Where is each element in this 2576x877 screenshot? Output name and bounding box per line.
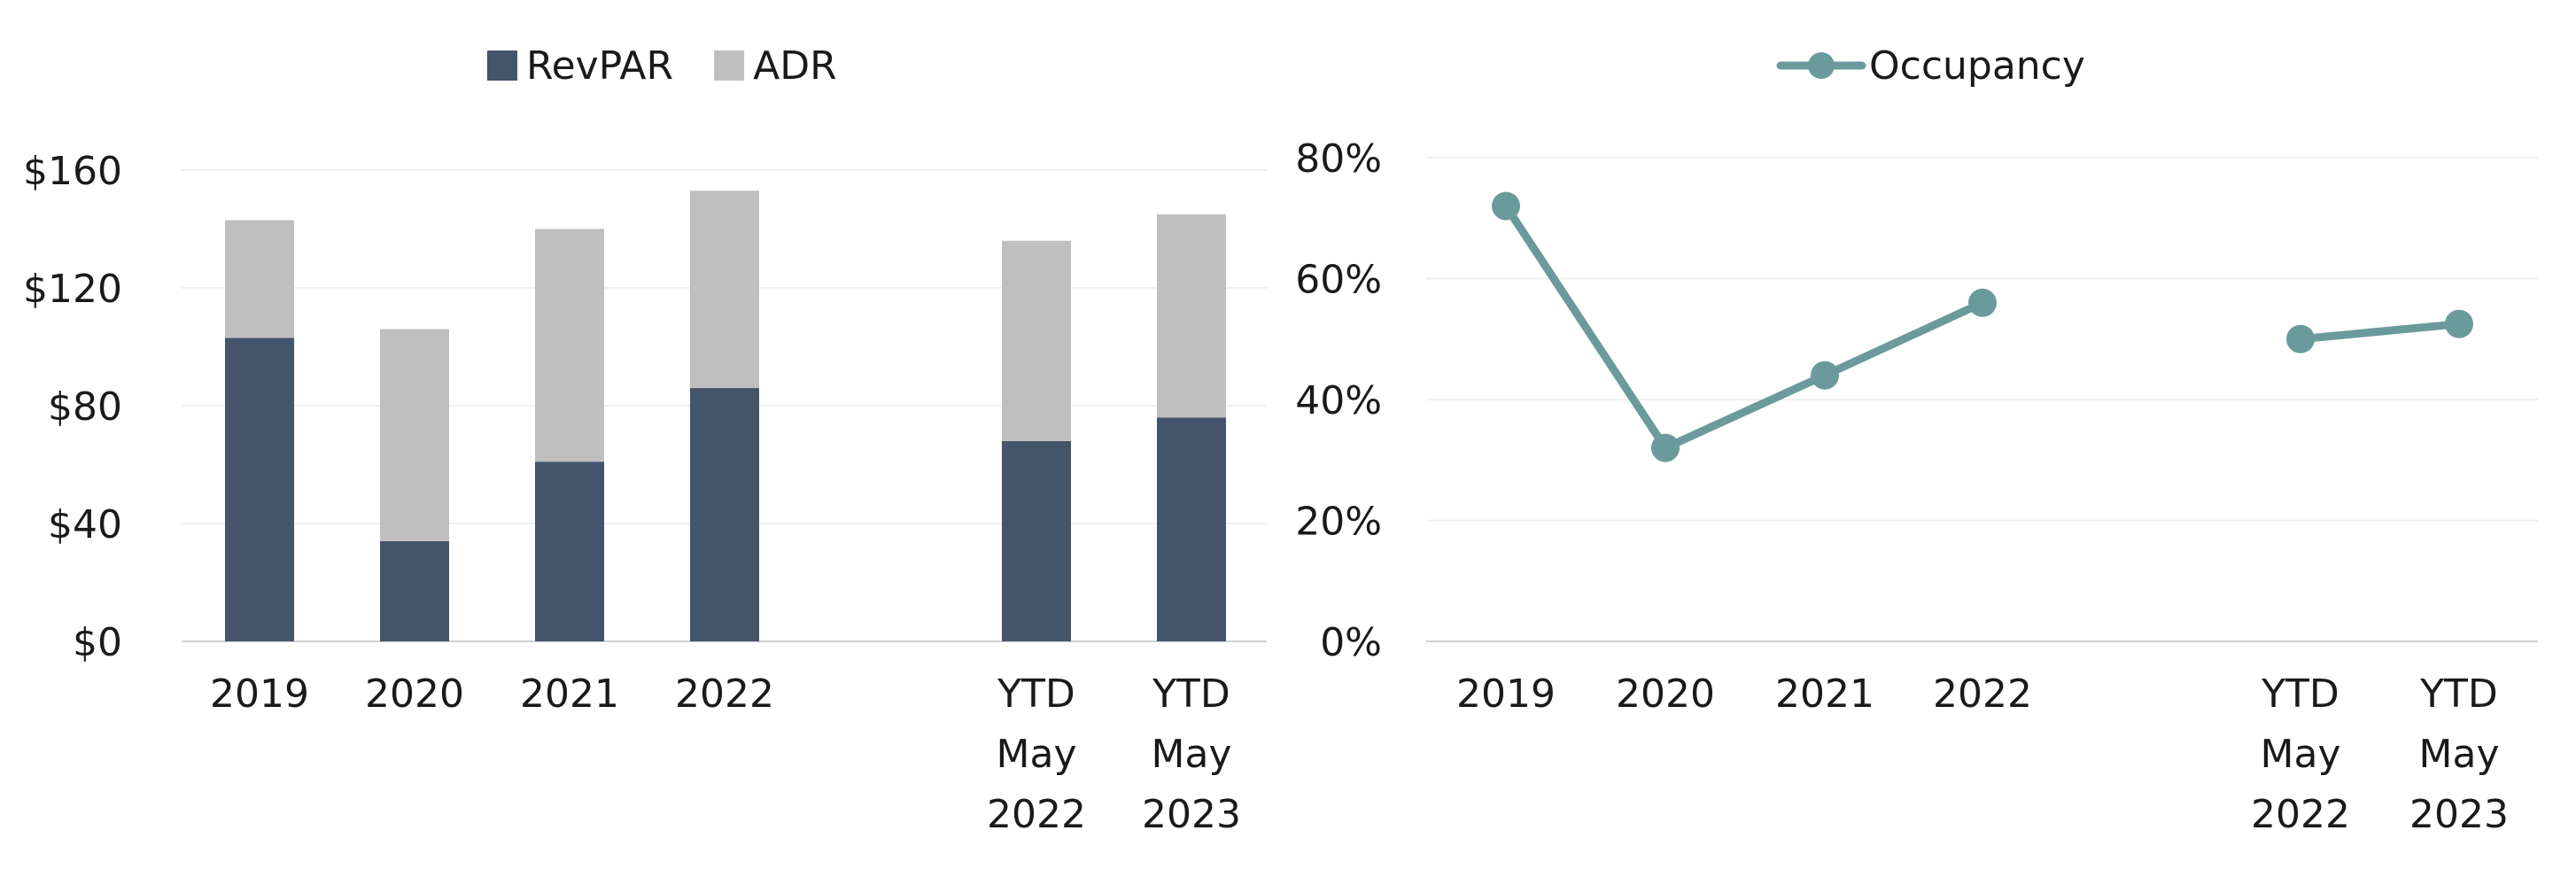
legend-label: Occupancy [1869,43,2085,89]
x-tick-label: 2022 [675,671,774,717]
y-tick-label: $80 [48,384,122,430]
data-point-occupancy [1811,361,1839,390]
bar-adr [1157,213,1226,418]
bar-revpar [225,338,294,641]
x-tick-label: May [2261,732,2341,777]
x-tick-label: 2019 [210,671,309,717]
x-tick-label: 2020 [1616,671,1715,717]
legend-swatch-adr [714,50,745,81]
bar-adr [380,329,449,541]
legend-swatch-revpar [487,50,517,81]
x-tick-label: YTD [997,671,1075,717]
x-tick-label: 2023 [1142,792,1241,837]
bar-revpar [535,462,604,641]
data-point-occupancy [1651,433,1680,462]
x-tick-label: YTD [2261,671,2339,717]
series-line-occupancy [1501,202,1987,453]
x-tick-label: YTD [2419,671,2498,717]
line-chart: 0% 20% 40% 60% 80% 2019 2020 2021 2022 YTD May 2022… [1295,43,2538,837]
y-tick-label: 40% [1295,378,1382,423]
y-tick-label: 20% [1295,500,1382,545]
bar-revpar [690,388,759,641]
bar-adr [225,220,294,338]
data-point-occupancy [1492,191,1520,221]
x-tick-label: May [1152,732,1232,777]
x-tick-label: May [2419,732,2500,777]
y-tick-label: 80% [1295,136,1382,182]
bar-adr [690,190,759,389]
y-tick-label: 0% [1320,620,1382,665]
legend-marker [1808,52,1835,79]
series-line-occupancy [2296,320,2463,344]
x-tick-label: 2021 [1775,671,1874,717]
bar-revpar [380,540,449,641]
legend-label: RevPAR [526,43,673,89]
data-point-occupancy [2286,324,2315,353]
legend-label: ADR [753,43,837,89]
data-point-occupancy [2445,309,2473,338]
data-point-occupancy [1968,288,1997,317]
bar-revpar [1002,440,1071,641]
bar-revpar [1157,417,1226,641]
x-tick-label: YTD [1152,671,1230,717]
x-tick-label: 2019 [1456,671,1556,717]
bar-adr [1002,240,1071,441]
y-tick-label: $40 [48,502,122,547]
bar-chart: $0 $40 $80 $120 $160 2019 2020 2021 2022 YTD May 20… [23,43,1267,837]
bar-adr [535,229,604,462]
y-tick-label: $0 [73,620,122,665]
x-tick-label: 2021 [520,671,619,717]
x-tick-label: May [997,732,1077,777]
x-tick-label: 2022 [987,792,1086,837]
y-tick-label: $120 [23,267,122,312]
y-tick-label: $160 [23,149,122,194]
x-tick-label: 2022 [2251,792,2350,837]
x-tick-label: 2023 [2409,792,2509,837]
x-tick-label: 2020 [365,671,464,717]
y-tick-label: 60% [1295,258,1382,303]
x-tick-label: 2022 [1933,671,2032,717]
